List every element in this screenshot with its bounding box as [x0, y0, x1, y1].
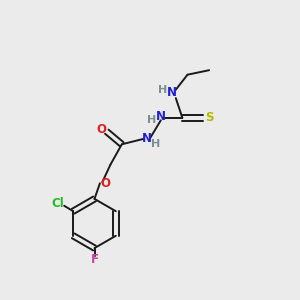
Text: N: N — [142, 132, 152, 146]
Text: F: F — [91, 253, 98, 266]
Text: S: S — [205, 111, 214, 124]
Text: N: N — [156, 110, 166, 123]
Text: N: N — [167, 86, 177, 99]
Text: H: H — [152, 139, 160, 149]
Text: Cl: Cl — [51, 197, 64, 210]
Text: O: O — [100, 177, 110, 190]
Text: O: O — [96, 123, 106, 136]
Text: H: H — [147, 115, 156, 125]
Text: H: H — [158, 85, 167, 95]
